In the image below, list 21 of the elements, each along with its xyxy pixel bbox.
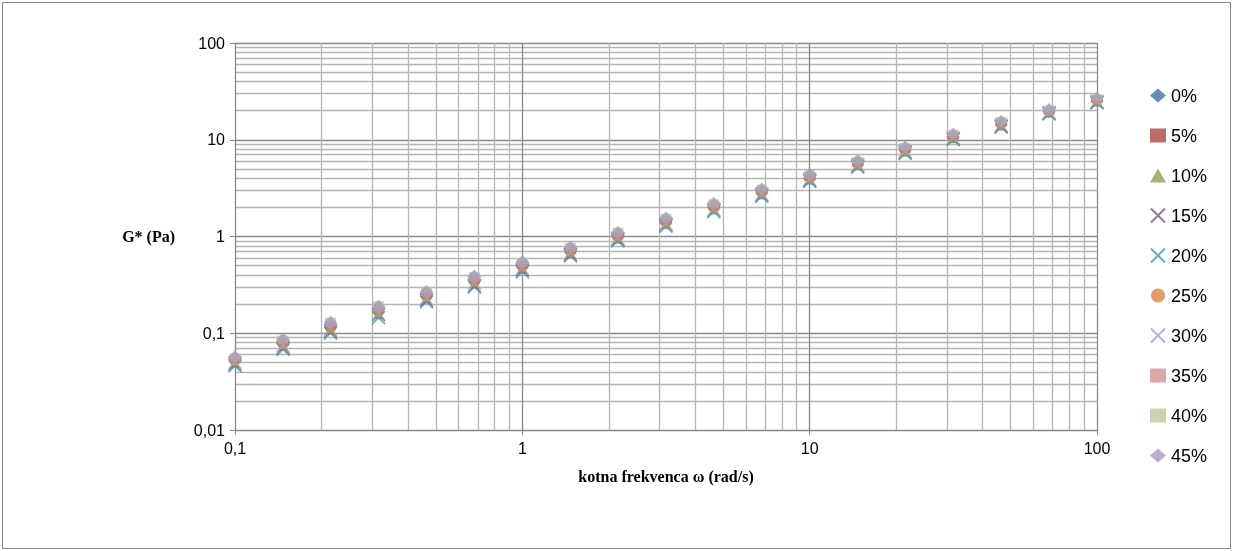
legend-label: 30% — [1170, 325, 1207, 346]
y-axis-title: G* (Pa) — [122, 228, 175, 246]
x-tick-label: 10 — [800, 439, 819, 457]
legend-label: 40% — [1170, 405, 1207, 426]
y-tick-label: 10 — [207, 131, 226, 149]
x-tick-label: 1 — [517, 439, 527, 457]
y-tick-label: 0,01 — [193, 421, 226, 439]
y-tick-label: 0,1 — [202, 324, 226, 342]
legend-label: 15% — [1170, 205, 1207, 226]
legend-label: 0% — [1170, 85, 1197, 106]
legend-label: 10% — [1170, 165, 1207, 186]
y-tick-label: 1 — [216, 228, 226, 245]
legend-label: 35% — [1170, 365, 1207, 386]
legend-label: 25% — [1170, 285, 1207, 306]
x-axis-title: kotna frekvenca ω (rad/s) — [578, 467, 754, 486]
x-tick-label: 100 — [1083, 439, 1111, 457]
legend-label: 20% — [1170, 245, 1207, 266]
x-tick-label: 0,1 — [223, 439, 247, 457]
legend-label: 45% — [1170, 445, 1207, 466]
legend-label: 5% — [1170, 125, 1197, 146]
y-tick-label: 100 — [198, 34, 226, 52]
